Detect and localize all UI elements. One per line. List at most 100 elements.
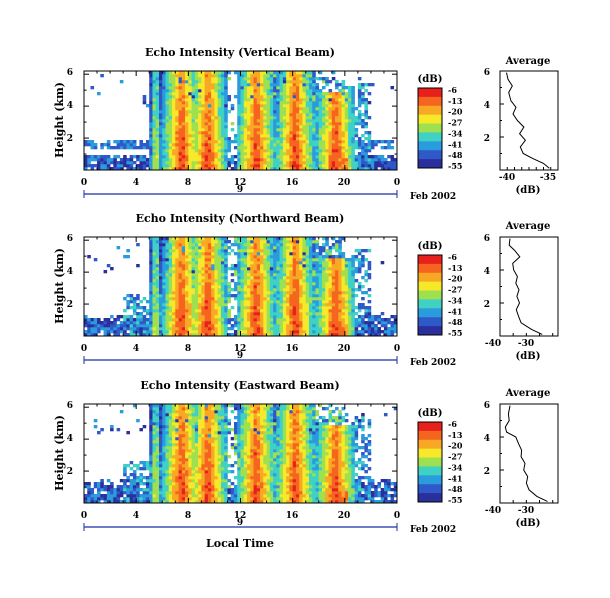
heatmap-cell [325,333,329,337]
heatmap-cell [279,146,284,150]
heatmap-cell [263,131,267,135]
heatmap-cell [152,86,157,90]
heatmap-cell [172,140,176,144]
heatmap-cell [188,309,192,313]
heatmap-cell [162,143,166,147]
heatmap-cell [162,83,166,87]
heatmap-cell [260,327,264,331]
heatmap-cell [361,318,365,322]
heatmap-cell [191,288,196,292]
heatmap-cell [214,330,218,334]
heatmap-cell [155,258,160,262]
heatmap-cell [364,306,368,310]
heatmap-cell [152,312,157,316]
heatmap-cell [308,240,313,244]
heatmap-cell [168,143,173,147]
heatmap-cell [175,86,179,90]
heatmap-cell [224,122,228,126]
heatmap-cell [126,315,130,319]
heatmap-cell [103,161,108,165]
heatmap-cell [299,312,303,316]
heatmap-cell [348,321,352,325]
heatmap-cell [295,285,300,289]
heatmap-cell [331,258,336,262]
heatmap-cell [322,92,326,96]
heatmap-cell [211,86,215,90]
heatmap-cell [299,285,303,289]
heatmap-cell [162,282,166,286]
heatmap-cell [240,330,245,334]
heatmap-cell [292,294,297,298]
heatmap-cell [152,116,157,120]
heatmap-cell [100,494,104,498]
heatmap-cell [194,134,199,138]
heatmap-cell [181,122,186,126]
heatmap-cell [178,330,183,334]
heatmap-cell [295,267,300,271]
heatmap-cell [335,273,339,277]
heatmap-cell [308,89,313,93]
heatmap-cell [198,74,202,78]
heatmap-cell [292,303,297,307]
heatmap-cell [286,237,290,241]
heatmap-cell [201,246,205,250]
heatmap-cell [181,167,186,171]
heatmap-cell [374,155,378,159]
heatmap-cell [233,164,238,168]
heatmap-cell [295,324,300,328]
heatmap-cell [168,309,173,313]
heatmap-cell [84,315,88,319]
heatmap-cell [351,92,355,96]
heatmap-cell [302,149,307,153]
heatmap-cell [149,267,153,271]
heatmap-cell [256,131,261,135]
heatmap-cell [315,321,320,325]
heatmap-cell [260,279,264,283]
heatmap-cell [237,333,241,337]
colorbar-swatch [418,88,442,98]
heatmap-cell [325,107,329,111]
heatmap-cell [276,240,280,244]
heatmap-cell [220,273,225,277]
heatmap-cell [292,270,297,274]
heatmap-cell [198,89,202,93]
heatmap-cell [224,161,228,165]
heatmap-cell [207,294,212,298]
heatmap-cell [286,110,290,114]
colorbar-tick-label: -55 [448,161,462,171]
heatmap-cell [162,330,166,334]
heatmap-cell [194,158,199,162]
heatmap-cell [312,125,316,129]
heatmap-cell [149,318,153,322]
heatmap-cell [194,92,199,96]
average-y-tick: 6 [484,68,490,78]
heatmap-cell [97,431,101,435]
heatmap-cell [276,113,280,117]
heatmap-cell [165,125,170,129]
heatmap-cell [341,309,346,313]
heatmap-cell [152,101,157,105]
heatmap-cell [335,261,339,265]
heatmap-cell [250,155,254,159]
heatmap-cell [139,500,143,504]
heatmap-cell [207,71,212,75]
heatmap-cell [318,252,323,256]
heatmap-cell [282,246,287,250]
heatmap-cell [322,261,326,265]
heatmap-cell [256,140,261,144]
heatmap-cell [204,291,209,295]
heatmap-cell [168,152,173,156]
heatmap-cell [266,261,271,265]
heatmap-cell [253,95,258,99]
heatmap-cell [341,167,346,171]
heatmap-cell [308,137,313,141]
heatmap-cell [149,467,153,471]
heatmap-cell [289,89,293,93]
heatmap-cell [302,309,307,313]
heatmap-cell [227,333,232,337]
heatmap-cell [110,494,114,498]
heatmap-cell [149,83,153,87]
heatmap-cell [305,113,310,117]
heatmap-cell [276,249,280,253]
heatmap-cell [279,330,284,334]
